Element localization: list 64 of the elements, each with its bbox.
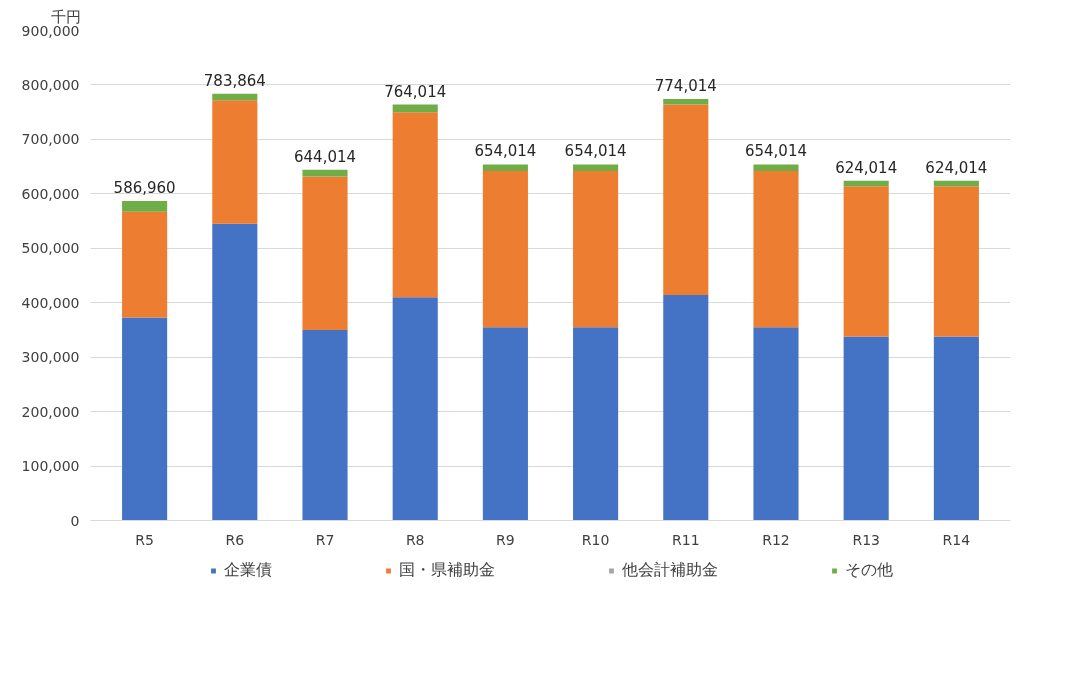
bar — [573, 170, 619, 328]
total-label: 774,014 — [654, 77, 717, 96]
bar — [392, 297, 438, 521]
bar — [843, 336, 889, 521]
total-label: 586,960 — [113, 178, 176, 197]
y-axis-title: 千円 — [50, 7, 81, 26]
x-tick-label: R7 — [315, 531, 335, 548]
y-tick-label: 800,000 — [21, 76, 80, 93]
y-tick-label: 400,000 — [21, 294, 80, 311]
total-label: 624,014 — [835, 158, 898, 177]
bar — [573, 164, 619, 171]
x-tick-label: R6 — [225, 531, 245, 548]
bar — [212, 100, 258, 224]
bar — [482, 327, 528, 521]
x-tick-label: R14 — [942, 531, 971, 548]
bar — [753, 170, 799, 328]
y-tick-label: 200,000 — [21, 403, 80, 420]
bar — [663, 295, 709, 521]
bar — [933, 336, 979, 521]
bar — [122, 317, 168, 521]
y-tick-label: 0 — [70, 512, 80, 529]
x-tick-label: R10 — [581, 531, 610, 548]
total-label: 654,014 — [744, 142, 808, 161]
x-tick-label: R12 — [762, 531, 790, 548]
bar — [122, 211, 168, 318]
bar — [663, 104, 709, 296]
total-label: 644,014 — [294, 147, 357, 166]
bar — [392, 104, 438, 113]
bar — [933, 180, 979, 187]
total-label: 624,014 — [925, 158, 988, 177]
x-tick-label: R5 — [135, 531, 154, 548]
bar — [302, 329, 348, 521]
x-tick-label: R8 — [405, 531, 425, 548]
legend-label: 国・県補助金 — [399, 559, 495, 581]
x-tick-label: R9 — [496, 531, 515, 548]
bar — [302, 169, 348, 177]
bar — [482, 170, 528, 328]
x-tick-label: R13 — [852, 531, 880, 548]
bar — [392, 112, 438, 298]
legend-label: 企業債 — [224, 559, 272, 581]
bar — [843, 186, 889, 337]
total-label: 654,014 — [564, 142, 627, 161]
bar — [212, 93, 258, 101]
bar — [302, 176, 348, 330]
total-label: 783,864 — [203, 71, 266, 90]
bar — [933, 186, 979, 337]
total-label: 654,014 — [474, 142, 537, 161]
bar — [753, 327, 799, 521]
legend-label: 他会計補助金 — [622, 559, 718, 581]
bar — [573, 327, 619, 521]
bar — [843, 180, 889, 187]
bar — [663, 99, 709, 105]
total-label: 764,014 — [384, 82, 447, 101]
bar — [212, 223, 258, 521]
y-tick-label: 100,000 — [21, 458, 80, 475]
legend-label: その他 — [845, 559, 893, 581]
y-tick-label: 600,000 — [21, 185, 80, 202]
bar — [482, 164, 528, 171]
bar — [122, 200, 168, 212]
y-tick-label: 700,000 — [21, 131, 80, 148]
bar — [753, 164, 799, 171]
y-tick-label: 300,000 — [21, 349, 80, 366]
y-tick-label: 500,000 — [21, 240, 80, 257]
x-tick-label: R11 — [672, 531, 700, 548]
